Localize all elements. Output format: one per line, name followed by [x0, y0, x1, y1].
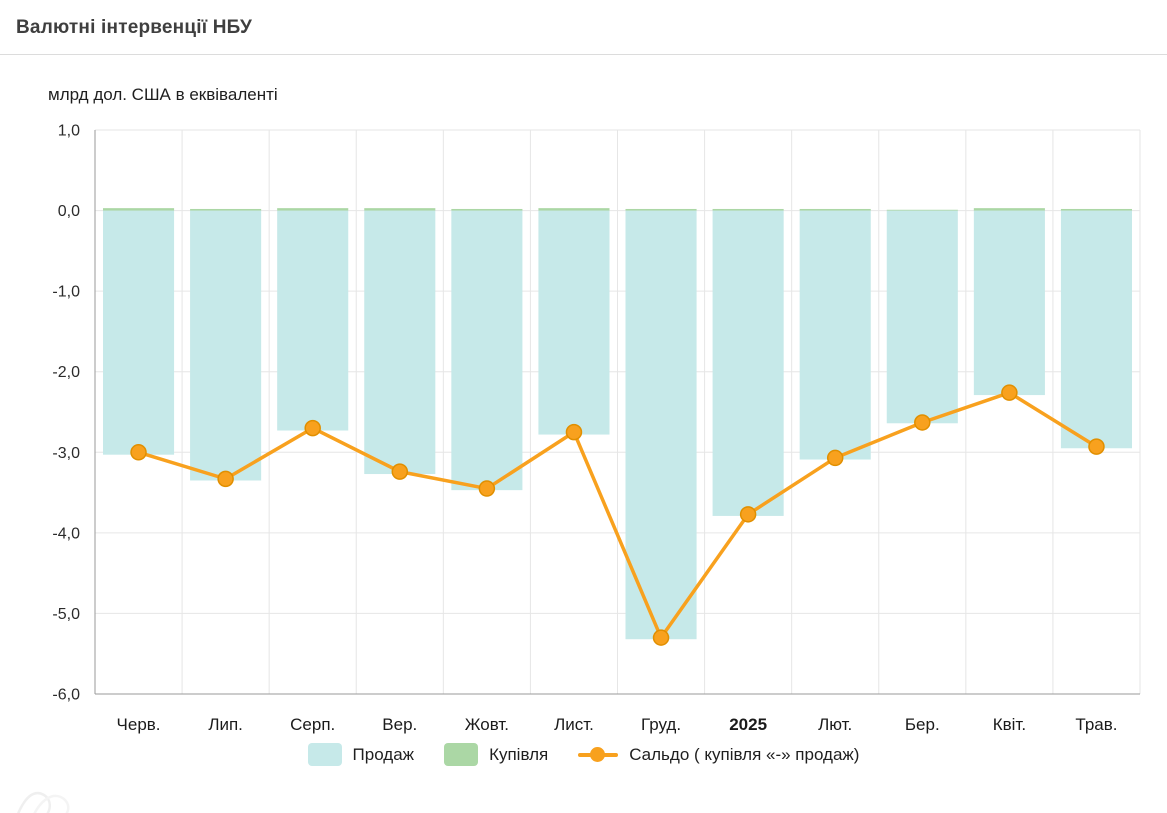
svg-text:Бер.: Бер. — [905, 715, 940, 734]
svg-text:-5,0: -5,0 — [52, 606, 80, 623]
svg-text:Вер.: Вер. — [382, 715, 417, 734]
legend-saldo-label: Сальдо ( купівля «-» продаж) — [629, 744, 860, 764]
svg-text:Трав.: Трав. — [1075, 715, 1117, 734]
saldo-line-marker-icon — [578, 747, 619, 762]
svg-text:Серп.: Серп. — [290, 715, 335, 734]
svg-text:2025: 2025 — [729, 715, 767, 734]
svg-text:-6,0: -6,0 — [52, 687, 80, 704]
legend-item-sell[interactable]: Продаж — [307, 743, 415, 766]
svg-text:Лип.: Лип. — [208, 715, 243, 734]
legend-item-saldo[interactable]: Сальдо ( купівля «-» продаж) — [578, 745, 859, 765]
svg-text:Квіт.: Квіт. — [993, 715, 1026, 734]
page-title: Валютні інтервенції НБУ — [16, 17, 253, 38]
saldo-dot-icon — [590, 747, 606, 762]
svg-text:Груд.: Груд. — [641, 715, 681, 734]
legend-sell-label: Продаж — [352, 744, 415, 764]
sell-swatch-icon — [307, 743, 342, 766]
legend-item-buy[interactable]: Купівля — [444, 743, 548, 766]
y-axis-unit-label: млрд дол. США в еквіваленті — [48, 85, 278, 104]
svg-text:1,0: 1,0 — [58, 123, 80, 140]
svg-text:Лист.: Лист. — [554, 715, 594, 734]
svg-text:-1,0: -1,0 — [52, 284, 80, 301]
svg-text:Жовт.: Жовт. — [465, 715, 509, 734]
legend-buy-label: Купівля — [489, 744, 549, 764]
svg-text:-3,0: -3,0 — [52, 445, 80, 462]
buy-swatch-icon — [444, 743, 479, 766]
chart-legend: Продаж Купівля Сальдо ( купівля «-» прод… — [0, 743, 1167, 766]
page-header: Валютні інтервенції НБУ — [0, 0, 1167, 55]
watermark-logo — [17, 791, 70, 813]
svg-text:Лют.: Лют. — [818, 715, 852, 734]
svg-text:Черв.: Черв. — [117, 715, 161, 734]
intervention-chart: 1,0 0,0 -1,0 -2,0 -3,0 -4,0 -5,0 -6,0 Черв. Лип. С… — [52, 123, 1141, 734]
svg-text:0,0: 0,0 — [58, 203, 80, 220]
svg-text:-4,0: -4,0 — [52, 525, 80, 542]
svg-text:-2,0: -2,0 — [52, 364, 80, 381]
